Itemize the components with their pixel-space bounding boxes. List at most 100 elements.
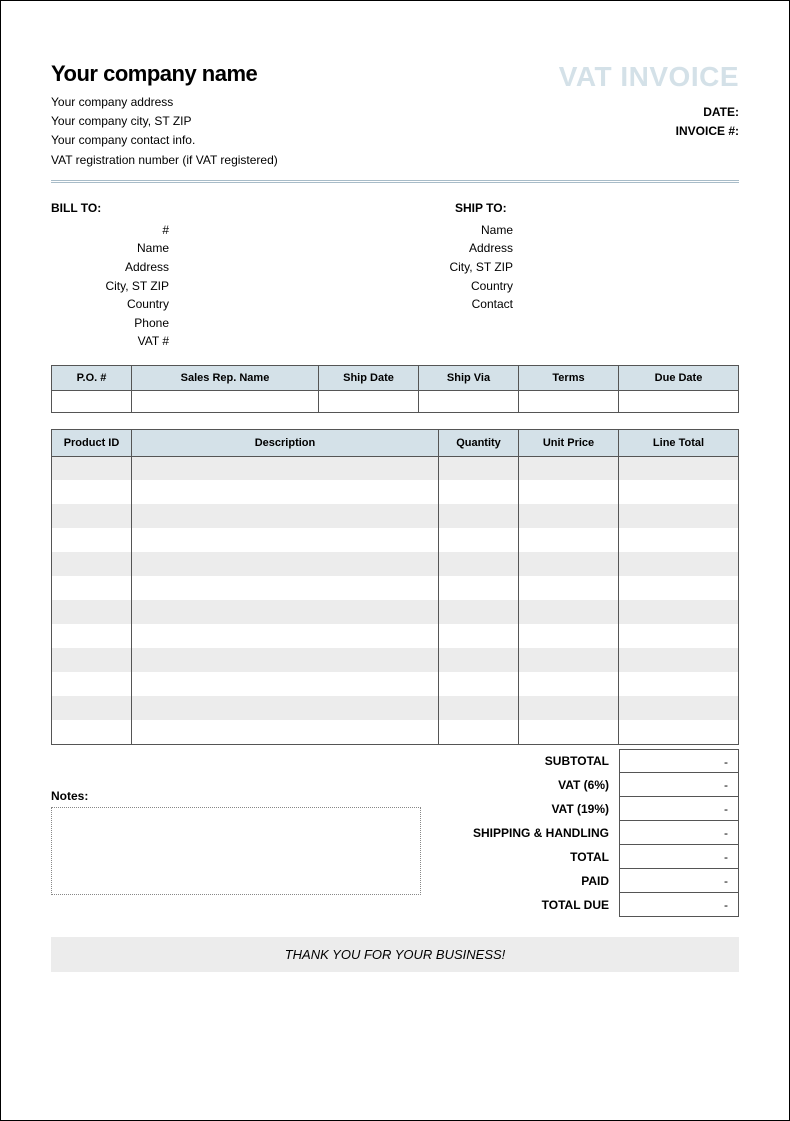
item-cell[interactable] [52,456,132,480]
po-header-3: Ship Via [419,365,519,390]
item-cell[interactable] [52,720,132,744]
item-cell[interactable] [619,600,739,624]
item-row [52,504,739,528]
item-cell[interactable] [619,504,739,528]
po-cell-4[interactable] [519,390,619,412]
notes-label: Notes: [51,789,421,803]
item-cell[interactable] [52,504,132,528]
item-cell[interactable] [132,504,439,528]
item-cell[interactable] [619,480,739,504]
item-cell[interactable] [519,720,619,744]
item-cell[interactable] [619,624,739,648]
item-row [52,720,739,744]
po-table: P.O. #Sales Rep. NameShip DateShip ViaTe… [51,365,739,413]
item-cell[interactable] [52,672,132,696]
item-cell[interactable] [439,672,519,696]
item-cell[interactable] [519,456,619,480]
item-cell[interactable] [519,624,619,648]
po-cell-3[interactable] [419,390,519,412]
item-cell[interactable] [619,552,739,576]
po-header-4: Terms [519,365,619,390]
totals-row-4: TOTAL- [431,845,739,869]
item-cell[interactable] [439,576,519,600]
po-cell-2[interactable] [319,390,419,412]
item-cell[interactable] [439,624,519,648]
item-cell[interactable] [619,528,739,552]
date-label: DATE: [559,103,739,122]
item-cell[interactable] [132,552,439,576]
item-cell[interactable] [519,528,619,552]
item-cell[interactable] [439,504,519,528]
item-cell[interactable] [132,648,439,672]
item-cell[interactable] [52,624,132,648]
item-cell[interactable] [52,648,132,672]
item-cell[interactable] [439,480,519,504]
totals-label-4: TOTAL [431,850,619,864]
item-cell[interactable] [132,624,439,648]
item-cell[interactable] [52,576,132,600]
item-row [52,696,739,720]
totals-label-6: TOTAL DUE [431,898,619,912]
item-cell[interactable] [52,480,132,504]
item-row [52,624,739,648]
po-cell-5[interactable] [619,390,739,412]
po-cell-1[interactable] [132,390,319,412]
totals-row-1: VAT (6%)- [431,773,739,797]
totals-value-5: - [619,869,739,893]
item-cell[interactable] [132,480,439,504]
item-cell[interactable] [132,456,439,480]
totals-label-0: SUBTOTAL [431,754,619,768]
totals-label-2: VAT (19%) [431,802,619,816]
item-cell[interactable] [439,720,519,744]
item-cell[interactable] [439,696,519,720]
item-cell[interactable] [52,552,132,576]
item-cell[interactable] [619,672,739,696]
item-cell[interactable] [52,528,132,552]
item-cell[interactable] [519,504,619,528]
item-cell[interactable] [519,600,619,624]
item-cell[interactable] [439,552,519,576]
item-cell[interactable] [132,720,439,744]
bill-to-country: Country [51,295,181,314]
po-header-2: Ship Date [319,365,419,390]
item-cell[interactable] [132,600,439,624]
item-cell[interactable] [519,576,619,600]
bill-to-heading: BILL TO: [51,201,395,215]
bill-to-fields: # Name Address City, ST ZIP Country Phon… [51,221,395,351]
bill-to-phone: Phone [51,314,181,333]
item-cell[interactable] [619,576,739,600]
item-cell[interactable] [439,528,519,552]
item-cell[interactable] [52,600,132,624]
item-cell[interactable] [519,696,619,720]
totals-label-3: SHIPPING & HANDLING [431,826,619,840]
item-cell[interactable] [519,648,619,672]
totals-value-4: - [619,845,739,869]
item-cell[interactable] [132,672,439,696]
col-header-line-total: Line Total [619,429,739,456]
item-cell[interactable] [439,456,519,480]
col-header-unit-price: Unit Price [519,429,619,456]
ship-to-heading: SHIP TO: [395,201,739,215]
item-cell[interactable] [439,648,519,672]
item-row [52,576,739,600]
ship-to-fields: Name Address City, ST ZIP Country Contac… [395,221,739,314]
item-cell[interactable] [619,648,739,672]
bill-to-city: City, ST ZIP [51,277,181,296]
item-cell[interactable] [619,456,739,480]
item-cell[interactable] [132,528,439,552]
po-cell-0[interactable] [52,390,132,412]
notes-box[interactable] [51,807,421,895]
item-cell[interactable] [132,576,439,600]
item-cell[interactable] [519,480,619,504]
item-cell[interactable] [519,672,619,696]
bill-to-id: # [51,221,181,240]
item-cell[interactable] [132,696,439,720]
item-cell[interactable] [439,600,519,624]
company-name: Your company name [51,61,278,87]
item-cell[interactable] [519,552,619,576]
po-header-5: Due Date [619,365,739,390]
item-cell[interactable] [52,696,132,720]
item-row [52,672,739,696]
item-cell[interactable] [619,720,739,744]
item-cell[interactable] [619,696,739,720]
